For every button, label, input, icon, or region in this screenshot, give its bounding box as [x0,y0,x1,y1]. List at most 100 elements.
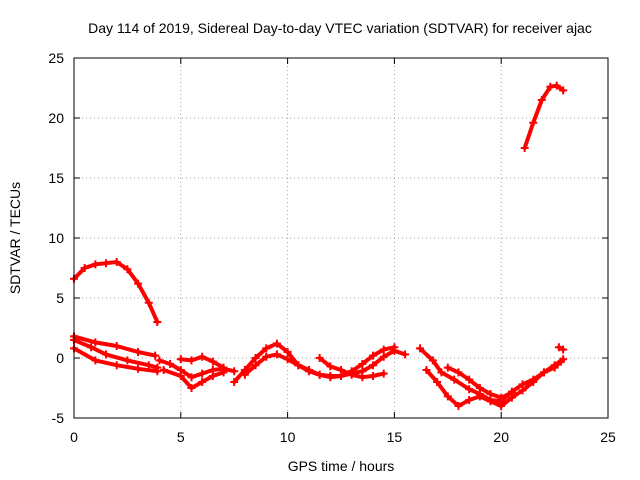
data-point [437,368,446,377]
x-tick-label: 15 [387,429,403,445]
data-point [390,343,399,352]
data-point [416,344,425,353]
data-point [304,366,313,374]
data-point [347,370,356,379]
data-point [208,372,217,380]
data-point [294,361,303,370]
data-point [475,392,484,401]
data-point [475,384,484,392]
data-point [326,373,335,382]
data-point [554,343,563,352]
data-point [240,370,249,379]
data-point [91,260,100,269]
data-point [450,375,459,384]
data-point [486,390,495,398]
data-point [198,369,207,378]
data-point [155,356,164,365]
data-point [326,362,335,371]
data-point [465,385,474,394]
data-point [198,352,207,361]
data-point [219,363,228,372]
data-point [557,357,566,366]
data-point [422,366,431,374]
y-tick-label: 15 [48,170,64,186]
data-point [559,345,568,354]
data-point [454,368,463,377]
y-tick-label: 5 [56,290,64,306]
data-point [443,392,452,401]
data-point [272,339,281,348]
data-point [433,378,442,386]
data-point [552,81,561,90]
data-point [443,363,452,372]
data-point [559,86,568,95]
data-point [465,375,474,384]
data-point [112,361,121,370]
data-point [550,363,559,372]
y-axis-label: SDTVAR / TECUs [7,182,23,294]
data-point [176,355,185,364]
x-tick-label: 20 [493,429,509,445]
axis-ticks: 0 5 10 15 20 25 -5 0 5 10 15 20 25 [48,50,616,445]
data-point [208,357,217,366]
data-point [379,369,388,378]
series-track-k [424,359,563,408]
data-point [91,356,100,365]
data-point [153,367,162,376]
data-point [134,364,143,373]
data-point [272,350,281,359]
data-point [529,118,538,127]
grid-lines [74,58,608,418]
data-point [251,361,260,370]
y-tick-label: 25 [48,50,64,66]
data-point [529,378,538,386]
data-point [187,384,196,392]
data-point [262,352,271,361]
data-point [546,82,555,91]
data-point [80,264,89,272]
data-point [153,318,162,326]
data-point [262,344,271,353]
data-point [91,338,100,347]
data-point [102,259,111,268]
data-series [70,81,568,410]
data-point [486,397,495,406]
data-point [520,144,529,152]
data-point [176,372,185,380]
data-point [134,348,143,356]
x-tick-label: 25 [600,429,616,445]
x-tick-label: 0 [70,429,78,445]
data-point [198,378,207,386]
data-point [379,352,388,361]
data-point [230,378,239,386]
data-point [123,265,132,274]
data-point [537,96,546,104]
data-point [454,402,463,410]
data-point [144,298,153,307]
data-point [123,356,132,365]
data-point [134,279,143,288]
series-track-high-late [522,83,566,150]
data-point [497,393,506,402]
data-point [358,360,367,368]
data-point [465,396,474,404]
data-point [283,355,292,364]
data-point [230,367,239,376]
data-point [144,361,153,370]
series-track-high-early [72,260,160,324]
data-point [518,386,527,395]
data-point [401,350,410,359]
data-point [315,354,324,362]
x-tick-label: 10 [280,429,296,445]
data-point [315,370,324,379]
data-point [159,366,168,374]
data-point [507,388,516,397]
data-point [187,373,196,382]
data-point [369,372,378,380]
data-point [369,361,378,370]
data-point [112,258,121,266]
data-point [358,373,367,382]
data-point [102,350,111,359]
y-tick-label: 0 [56,350,64,366]
